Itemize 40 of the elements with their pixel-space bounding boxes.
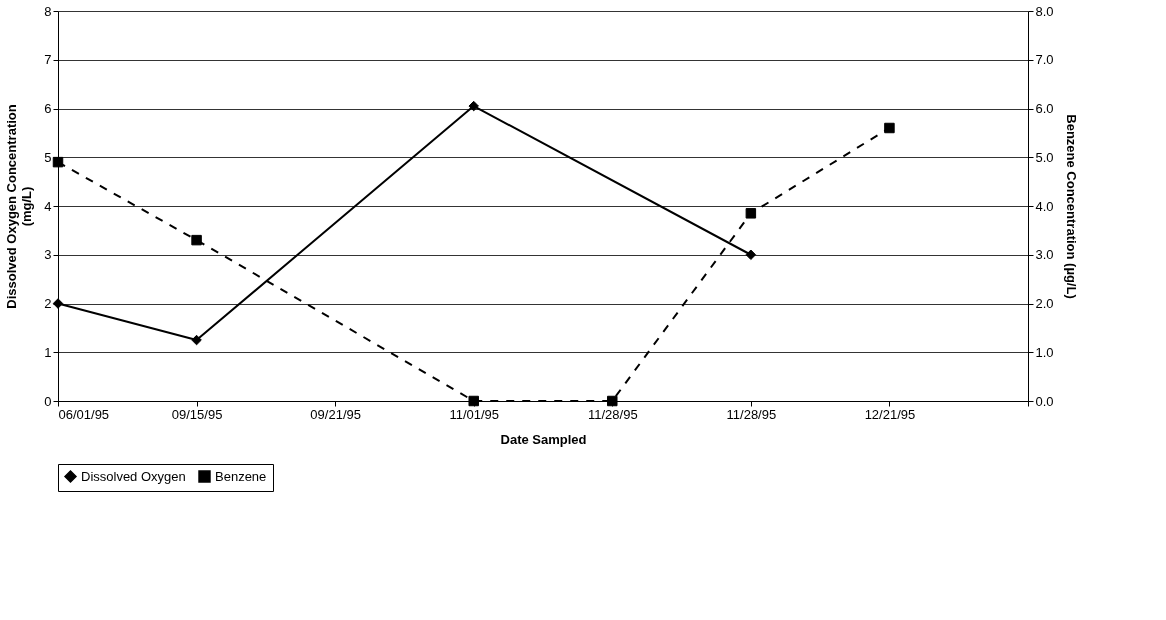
x-tick-label: 06/01/95: [58, 406, 110, 422]
x-tick-label: 11/01/95: [449, 406, 500, 422]
y2-tick-label: 7.0: [1035, 52, 1054, 68]
y2-tick-label: 6.0: [1035, 101, 1054, 116]
legend-label: Dissolved Oxygen: [81, 468, 186, 484]
point: [745, 249, 757, 260]
x-tick-label: 12/21/95: [864, 406, 916, 422]
y-tick-label: 6: [44, 101, 52, 116]
y-tick-label: 4: [44, 198, 52, 214]
point: [191, 334, 202, 346]
x-tick-label: 09/15/95: [171, 406, 223, 422]
y2-tick-label: 0.0: [1035, 393, 1054, 409]
point: [52, 298, 64, 309]
point: [607, 395, 618, 407]
y2-axis-title: Benzene Concentration (µg/L): [1063, 114, 1079, 299]
y2-tick-label: 3.0: [1035, 247, 1054, 263]
y-tick-label: 8: [44, 3, 52, 19]
y-tick-label: 1: [44, 344, 52, 360]
point: [745, 208, 757, 219]
point: [191, 234, 202, 246]
y2-tick-label: 8.0: [1035, 3, 1054, 19]
x-tick-label: 11/28/95: [587, 406, 638, 422]
y-tick-label: 7: [44, 52, 52, 68]
point: [52, 156, 64, 168]
y-tick-label: 3: [44, 247, 52, 263]
y2-tick-label: 2.0: [1035, 296, 1054, 311]
x-axis-title: Date Sampled: [500, 431, 587, 447]
y-tick-label: 5: [44, 149, 52, 165]
y-tick-label: 0: [44, 393, 52, 409]
y-axis-title: Dissolved Oxygen Concentration (mg/L): [4, 104, 35, 309]
point: [884, 122, 895, 134]
y2-tick-label: 5.0: [1035, 149, 1054, 165]
x-tick-label: 11/28/95: [726, 406, 777, 422]
y2-tick-label: 1.0: [1035, 344, 1054, 360]
y-tick-label: 2: [44, 296, 52, 311]
legend-label: Benzene: [215, 468, 267, 484]
point: [468, 100, 479, 112]
y2-tick-label: 4.0: [1035, 198, 1054, 214]
x-tick-label: 09/21/95: [310, 406, 361, 422]
point: [468, 395, 479, 407]
